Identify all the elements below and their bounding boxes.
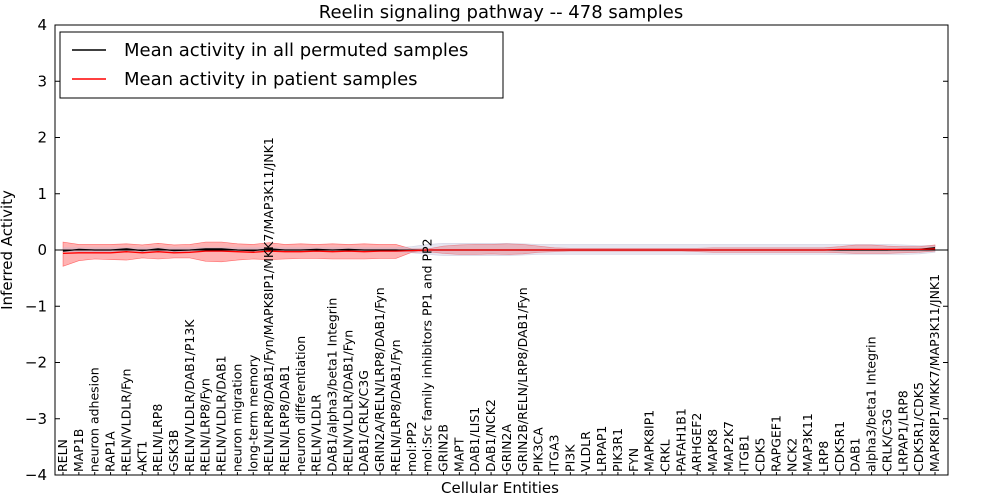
y-tick-label: 2	[37, 129, 47, 147]
x-tick-label: DAB1/NCK2	[483, 399, 498, 472]
x-tick-label: RELN/LRP8/DAB1/Fyn	[388, 339, 403, 472]
x-tick-label: LRPAP1/LRP8	[895, 390, 910, 472]
x-tick-label: RELN/VLDLR/DAB1/P13K	[182, 319, 197, 472]
x-tick-label: RELN/VLDLR/Fyn	[118, 368, 133, 471]
x-tick-label: neuron migration	[229, 364, 244, 472]
y-tick-label: 1	[37, 185, 47, 203]
x-tick-label: DAB1/CRLK/C3G	[356, 370, 371, 472]
x-tick-label: AKT1	[134, 441, 149, 472]
x-tick-label: PI3K	[562, 444, 577, 472]
x-tick-label: neuron adhesion	[87, 367, 102, 472]
x-tick-label: GRIN2A	[499, 424, 514, 472]
x-tick-label: CRLK/C3G	[879, 409, 894, 472]
x-tick-label: MAP1B	[71, 429, 86, 472]
legend: Mean activity in all permuted samples Me…	[59, 31, 504, 99]
x-tick-label: DAB1/alpha3/beta1 Integrin	[325, 298, 340, 472]
x-tick-label: mol:PP2	[404, 421, 419, 472]
x-tick-label: ITGA3	[547, 434, 562, 472]
x-tick-label: neuron differentiation	[293, 336, 308, 472]
y-tick-label: −1	[25, 297, 47, 315]
x-tick-label: NCK2	[784, 438, 799, 472]
y-axis: −4 −3 −2 −1 0 1 2 3 4	[25, 16, 948, 484]
y-tick-label: 4	[37, 16, 47, 34]
x-tick-label: MAP3K11	[800, 413, 815, 472]
y-axis-label: Inferred Activity	[0, 190, 16, 310]
x-tick-label: alpha3/beta1 Integrin	[864, 336, 879, 472]
x-tick-label: PIK3CA	[531, 427, 546, 472]
y-tick-label: −4	[25, 466, 47, 484]
legend-box	[59, 31, 504, 99]
x-tick-label: MAPK8IP1	[642, 410, 657, 472]
y-tick-label: 3	[37, 72, 47, 90]
x-tick-label: ARHGEF2	[689, 413, 704, 472]
series-lines	[62, 247, 936, 255]
x-tick-label: LRPAP1	[594, 426, 609, 472]
x-tick-label: CRKL	[658, 439, 673, 472]
x-tick-label: RAP1A	[103, 431, 118, 472]
x-tick-label: MAPK8IP1/MKK7/MAP3K11/JNK1	[927, 274, 942, 472]
x-tick-label: GRIN2B/RELN/LRP8/DAB1/Fyn	[515, 287, 530, 472]
x-tick-label: CDK5	[753, 437, 768, 472]
legend-label-permuted: Mean activity in all permuted samples	[124, 40, 468, 61]
x-tick-label: PIK3R1	[610, 428, 625, 472]
legend-label-patient: Mean activity in patient samples	[124, 69, 418, 90]
x-tick-label: MAPK8	[705, 429, 720, 472]
x-tick-label: ITGB1	[737, 434, 752, 472]
x-tick-label: RELN/VLDLR	[309, 394, 324, 472]
series-line-patient	[62, 248, 936, 255]
x-tick-label: RELN/LRP8/DAB1	[277, 365, 292, 472]
x-tick-label: LRP8	[816, 441, 831, 472]
x-tick-label: RELN/LRP8/Fyn	[198, 378, 213, 472]
x-axis-label: Cellular Entities	[441, 479, 559, 497]
x-tick-label: CDK5R1	[832, 421, 847, 472]
x-tick-label: GRIN2A/RELN/LRP8/DAB1/Fyn	[372, 287, 387, 472]
x-tick-label: RELN/LRP8/DAB1/Fyn/MAPK8IP1/MKK7/MAP3K11…	[261, 137, 276, 472]
x-tick-label: VLDLR	[578, 431, 593, 472]
x-tick-label: GRIN2B	[436, 424, 451, 472]
x-tick-label: CDK5R1/CDK5	[911, 382, 926, 472]
x-tick-label: PAFAH1B1	[673, 408, 688, 472]
x-tick-label: FYN	[626, 448, 641, 472]
x-tick-label: RELN/VLDLR/DAB1/Fyn	[340, 330, 355, 472]
x-tick-label: mol:Src family inhibitors PP1 and PP2	[420, 238, 435, 472]
x-tick-label: RELN	[55, 439, 70, 472]
x-tick-label: RELN/VLDLR/DAB1	[214, 355, 229, 472]
y-tick-label: −2	[25, 354, 47, 372]
x-tick-label: RAPGEF1	[769, 415, 784, 472]
x-tick-label: MAP2K7	[721, 421, 736, 472]
y-tick-label: −3	[25, 410, 47, 428]
y-tick-label: 0	[37, 241, 47, 259]
chart-title: Reelin signaling pathway -- 478 samples	[319, 2, 683, 23]
x-tick-label: GSK3B	[166, 430, 181, 472]
x-tick-label: DAB1/LIS1	[467, 407, 482, 472]
x-tick-label: DAB1	[848, 437, 863, 472]
x-tick-label: MAPT	[451, 437, 466, 472]
x-tick-label: long-term memory	[245, 354, 260, 472]
x-tick-label: RELN/LRP8	[150, 404, 165, 472]
x-axis: RELN MAP1B neuron adhesion RAP1A RELN/VLDLR/…	[55, 137, 942, 475]
